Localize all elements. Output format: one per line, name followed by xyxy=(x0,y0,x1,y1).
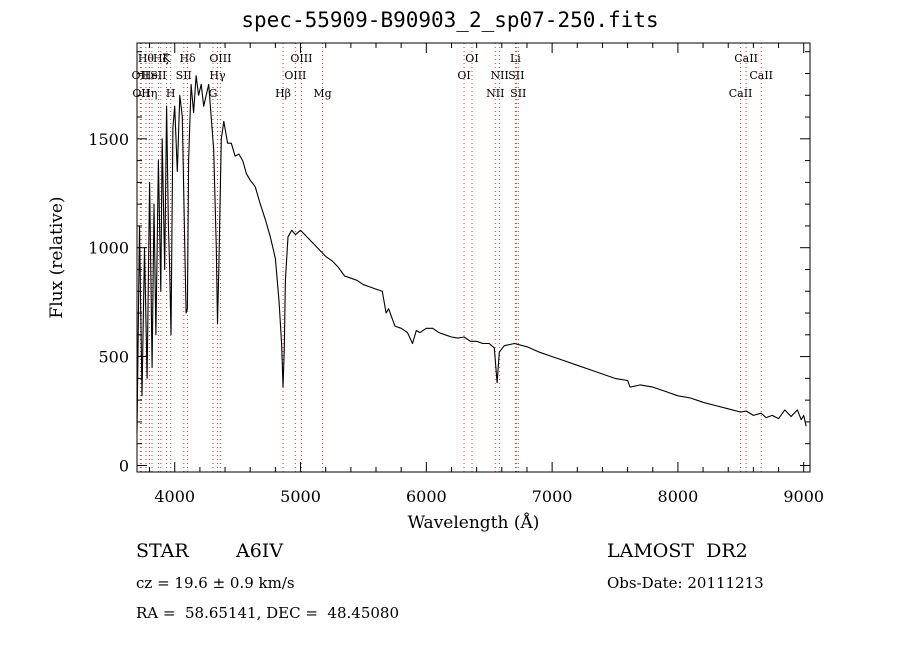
y-tick-label: 500 xyxy=(98,348,129,367)
line-marker-label: SII xyxy=(176,69,192,82)
line-marker-label: CaII xyxy=(734,52,758,65)
line-marker-label: OII xyxy=(132,87,150,100)
obs-date-text: Obs-Date: 20111213 xyxy=(607,574,764,592)
line-marker-label: SII xyxy=(510,87,526,100)
line-marker-label: CaII xyxy=(729,87,753,100)
x-tick-label: 7000 xyxy=(532,487,573,506)
line-marker-label: OIII xyxy=(209,52,231,65)
line-marker-label: NII xyxy=(486,87,504,100)
line-marker-label: OI xyxy=(465,52,478,65)
line-marker-label: K xyxy=(162,52,171,65)
coordinates-text: RA = 58.65141, DEC = 48.45080 xyxy=(136,604,400,622)
spectrum-line xyxy=(136,75,807,433)
object-subclass: A6IV xyxy=(236,540,284,562)
line-marker-label: Hδ xyxy=(179,52,196,65)
line-marker-label: Hζ xyxy=(153,52,169,65)
line-marker-label: Hγ xyxy=(209,69,226,82)
y-tick-label: 0 xyxy=(119,456,129,475)
line-marker-label: OII xyxy=(132,69,150,82)
line-marker-label: Hθ xyxy=(138,52,155,65)
line-marker-label: OIII xyxy=(284,69,306,82)
redshift-text: cz = 19.6 ± 0.9 km/s xyxy=(136,574,295,592)
line-marker-label: G xyxy=(209,87,218,100)
line-marker-label: Hβ xyxy=(275,87,291,100)
line-marker-label: H xyxy=(166,87,176,100)
x-tick-label: 4000 xyxy=(154,487,195,506)
x-tick-label: 9000 xyxy=(783,487,824,506)
x-tick-label: 5000 xyxy=(280,487,321,506)
line-marker-label: NII xyxy=(491,69,509,82)
x-tick-label: 8000 xyxy=(658,487,699,506)
x-tick-label: 6000 xyxy=(406,487,447,506)
line-marker-label: CaII xyxy=(749,69,773,82)
object-class: STAR xyxy=(136,540,189,562)
line-marker-label: SII xyxy=(508,69,524,82)
line-marker-label: HeI xyxy=(142,69,162,82)
plot-frame xyxy=(136,42,811,473)
line-marker-label: Li xyxy=(510,52,521,65)
survey-name: LAMOST DR2 xyxy=(607,540,748,562)
line-marker-label: SII xyxy=(150,69,166,82)
y-tick-label: 1000 xyxy=(88,239,129,258)
line-marker-label: OI xyxy=(457,69,470,82)
y-tick-label: 1500 xyxy=(88,130,129,149)
x-axis-label: Wavelength (Å) xyxy=(408,512,540,533)
line-marker-label: Hη xyxy=(141,87,157,100)
y-axis-label: Flux (relative) xyxy=(47,196,67,318)
line-marker-label: Mg xyxy=(313,87,331,100)
chart-title: spec-55909-B90903_2_sp07-250.fits xyxy=(241,8,659,32)
line-marker-label: OIII xyxy=(290,52,312,65)
